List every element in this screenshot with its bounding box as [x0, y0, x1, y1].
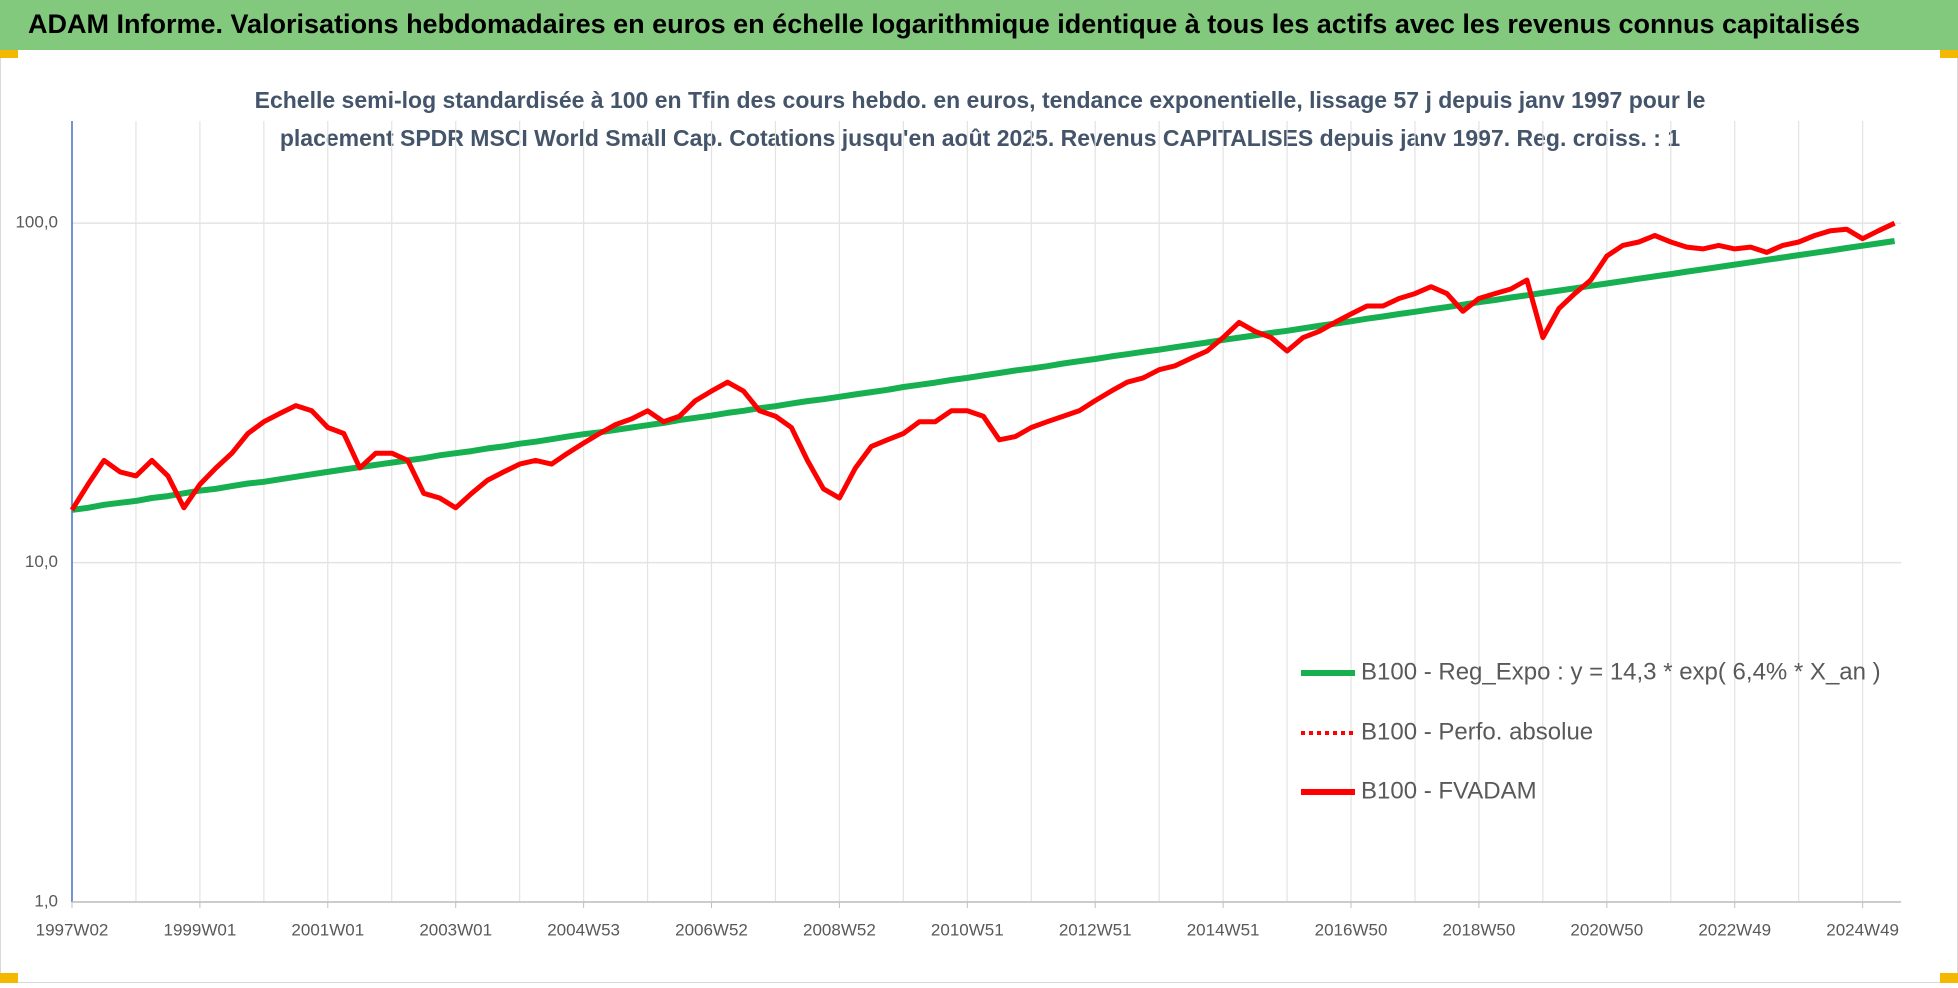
x-tick-label: 2020W50: [1570, 920, 1643, 939]
x-tick-label: 2024W49: [1826, 920, 1899, 939]
legend-label: B100 - Perfo. absolue: [1361, 718, 1593, 745]
series-line: [71, 238, 1896, 513]
corner: [1940, 973, 1958, 983]
series-line: [69, 220, 1896, 512]
y-tick-label: 1,0: [34, 891, 58, 910]
x-tick-label: 2018W50: [1443, 920, 1516, 939]
x-tick-label: 2006W52: [675, 920, 748, 939]
corner: [1940, 50, 1958, 58]
x-tick-label: 1999W01: [164, 920, 237, 939]
x-tick-label: 2012W51: [1059, 920, 1132, 939]
corner: [0, 50, 18, 58]
x-tick-label: 2001W01: [291, 920, 364, 939]
x-tick-label: 2004W53: [547, 920, 620, 939]
x-tick-label: 2022W49: [1698, 920, 1771, 939]
chart-subtitle: Echelle semi-log standardisée à 100 en T…: [255, 87, 1706, 113]
corner: [0, 973, 18, 983]
y-tick-label: 100,0: [15, 213, 58, 232]
x-tick-label: 2016W50: [1315, 920, 1388, 939]
x-tick-label: 2008W52: [803, 920, 876, 939]
legend-label: B100 - Reg_Expo : y = 14,3 * exp( 6,4% *…: [1361, 658, 1881, 685]
legend-label: B100 - FVADAM: [1361, 777, 1537, 804]
chart-subtitle: placement SPDR MSCI World Small Cap. Cot…: [280, 125, 1681, 151]
x-tick-label: 2010W51: [931, 920, 1004, 939]
x-tick-label: 2003W01: [419, 920, 492, 939]
chart-title: ADAM Informe. Valorisations hebdomadaire…: [28, 9, 1860, 39]
x-tick-label: 2014W51: [1187, 920, 1260, 939]
y-tick-label: 10,0: [25, 552, 58, 571]
x-tick-label: 1997W02: [36, 920, 109, 939]
header-band: [0, 0, 1958, 50]
